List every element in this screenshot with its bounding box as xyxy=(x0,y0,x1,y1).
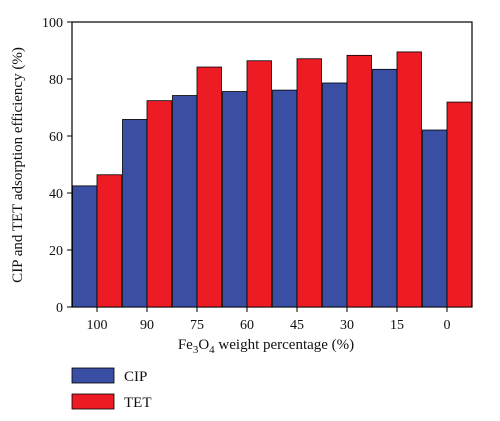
y-axis-title: CIP and TET adsorption efficiency (%) xyxy=(10,47,26,283)
bar-cip-100 xyxy=(72,185,98,308)
bar-cip-30 xyxy=(322,82,348,308)
bar-cip-90 xyxy=(122,119,148,308)
bar-tet-60 xyxy=(246,60,272,308)
legend-label-tet: TET xyxy=(124,395,152,411)
bar-tet-15 xyxy=(396,51,422,308)
x-tick-label: 75 xyxy=(190,318,204,333)
bar-cip-75 xyxy=(172,95,198,308)
legend-label-cip: CIP xyxy=(124,369,147,385)
x-tick-label: 100 xyxy=(87,318,108,333)
bar-tet-30 xyxy=(346,54,372,308)
x-tick-label: 45 xyxy=(290,318,304,333)
x-tick-label: 15 xyxy=(390,318,404,333)
bars-group xyxy=(72,51,472,308)
bar-cip-15 xyxy=(372,68,398,308)
legend-swatch-cip xyxy=(71,367,115,384)
bar-tet-90 xyxy=(146,100,172,308)
x-tick-label: 90 xyxy=(140,318,154,333)
y-tick-label: 20 xyxy=(49,244,63,259)
legend: CIP TET xyxy=(71,367,152,411)
x-tick-label: 60 xyxy=(240,318,254,333)
y-tick-label: 80 xyxy=(49,73,63,88)
bar-tet-45 xyxy=(296,58,322,308)
y-tick-label: 40 xyxy=(49,187,63,202)
x-tick-label: 0 xyxy=(444,318,451,333)
y-tick-label: 0 xyxy=(56,301,63,316)
bar-tet-100 xyxy=(96,174,122,308)
legend-swatch-tet xyxy=(71,393,115,410)
x-tick-label: 30 xyxy=(340,318,354,333)
plot-area: 0 20 40 60 80 100 100 90 75 60 45 30 15 0 xyxy=(42,16,473,333)
bar-cip-60 xyxy=(222,91,248,308)
x-axis: 100 90 75 60 45 30 15 0 xyxy=(87,307,451,333)
plot-frame xyxy=(71,21,473,308)
y-tick-label: 60 xyxy=(49,130,63,145)
y-tick-label: 100 xyxy=(42,16,63,31)
bar-cip-0 xyxy=(422,129,448,308)
bar-tet-0 xyxy=(446,101,472,308)
y-axis: 0 20 40 60 80 100 xyxy=(42,16,72,316)
x-axis-title: Fe3O4 weight percentage (%) xyxy=(178,337,354,356)
bar-tet-75 xyxy=(196,66,222,308)
bar-cip-45 xyxy=(272,89,298,308)
